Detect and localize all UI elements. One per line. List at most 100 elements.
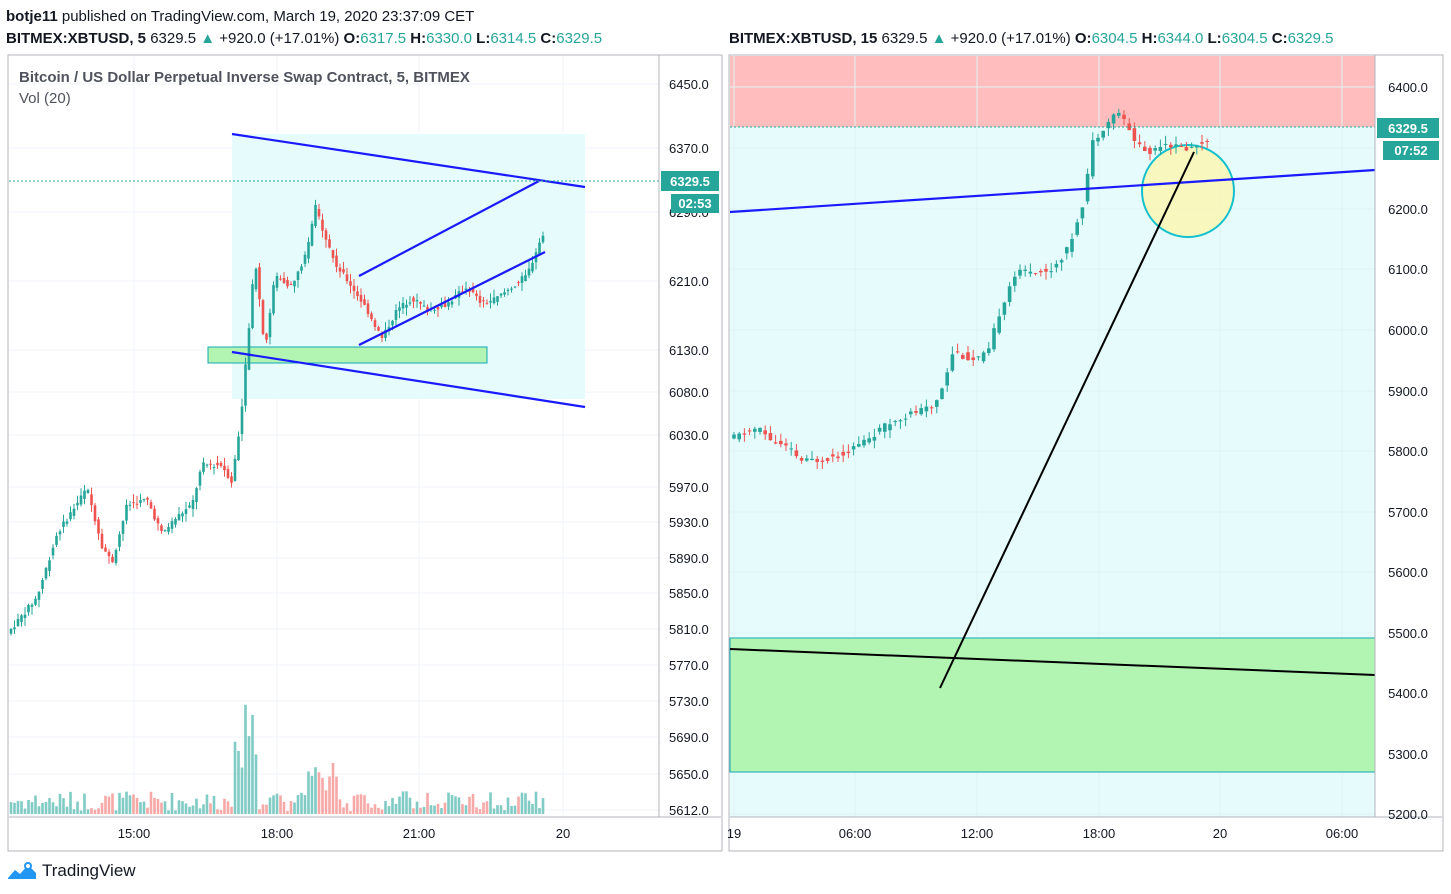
candle	[216, 462, 219, 466]
candle	[205, 464, 209, 466]
left-y-tick: 5930.0	[669, 515, 709, 530]
volume-bar	[160, 802, 163, 814]
wedge-top-line[interactable]	[358, 180, 540, 277]
candle	[37, 591, 41, 600]
volume-bar	[422, 806, 426, 814]
volume-bar	[142, 801, 146, 814]
candle	[877, 427, 882, 432]
candle	[41, 580, 44, 589]
right-last: 6329.5	[881, 30, 928, 47]
up-arrow-icon: ▲	[931, 30, 947, 47]
volume-bar	[450, 794, 454, 814]
candle	[747, 430, 752, 432]
resistance-zone	[730, 56, 1375, 127]
candle	[394, 310, 398, 320]
volume-bar	[426, 792, 429, 814]
volume-bar	[310, 775, 314, 814]
volume-bar	[72, 809, 76, 814]
volume-bar	[118, 792, 121, 814]
volume-bar	[279, 795, 282, 814]
left-x-tick: 21:00	[403, 826, 436, 841]
candle	[251, 284, 254, 329]
candle	[363, 299, 366, 305]
candle	[517, 282, 520, 284]
volume-bar	[100, 802, 104, 814]
publish-line: botje11 published on TradingView.com, Ma…	[6, 8, 474, 25]
candle	[16, 619, 20, 627]
candle	[23, 614, 27, 619]
volume-bar	[324, 790, 328, 814]
candle	[1127, 123, 1131, 131]
volume-bar	[314, 767, 317, 814]
candle	[820, 460, 825, 462]
candle	[114, 549, 118, 563]
candle	[888, 424, 892, 431]
volume-bar	[170, 792, 174, 814]
demand-trendline[interactable]	[729, 648, 1376, 676]
publish-info: published on TradingView.com, March 19, …	[61, 8, 475, 25]
left-last: 6329.5	[150, 30, 197, 47]
right-x-tick: 12:00	[961, 826, 994, 841]
candle	[836, 456, 840, 459]
candle	[1075, 222, 1079, 235]
volume-bar	[205, 794, 209, 814]
right-symbol[interactable]: BITMEX:XBTUSD, 15	[729, 30, 878, 47]
author-name[interactable]: botje11	[6, 8, 58, 25]
rally-trendline[interactable]	[939, 151, 1195, 689]
candle	[90, 494, 93, 506]
left-x-tick: 18:00	[261, 826, 294, 841]
volume-bar	[352, 795, 356, 814]
candle	[93, 505, 97, 522]
candle	[293, 280, 296, 287]
candle	[1101, 130, 1105, 138]
volume-bar	[86, 809, 90, 814]
candle	[987, 348, 991, 354]
candle	[55, 535, 58, 545]
candle	[478, 295, 482, 303]
left-chart[interactable]: Bitcoin / US Dollar Perpetual Inverse Sw…	[7, 54, 723, 854]
candle	[237, 436, 240, 461]
volume-bar	[468, 796, 471, 814]
candle	[135, 503, 139, 505]
candle	[1070, 238, 1074, 252]
candle	[401, 302, 405, 309]
right-chart[interactable]: 6400.06300.06200.06100.06000.05900.05800…	[728, 54, 1444, 854]
left-symbol[interactable]: BITMEX:XBTUSD, 5	[6, 30, 147, 47]
candle	[992, 328, 996, 350]
volume-bar	[69, 791, 72, 814]
candle	[1013, 276, 1017, 286]
breakout-circle[interactable]	[1141, 144, 1235, 238]
candle	[72, 508, 76, 516]
candle	[464, 288, 468, 291]
right-close: 6329.5	[1287, 30, 1334, 47]
candle	[247, 328, 251, 370]
volume-bar	[111, 793, 114, 814]
candle	[58, 531, 62, 535]
candle	[1137, 142, 1142, 145]
volume-bar	[268, 797, 272, 814]
candle	[872, 436, 877, 441]
candle	[79, 495, 83, 505]
volume-bar	[20, 801, 23, 814]
volume-bar	[307, 771, 310, 814]
candle	[768, 433, 773, 441]
volume-bar	[506, 797, 510, 814]
right-y-tick: 5200.0	[1388, 807, 1428, 822]
candle	[212, 467, 216, 469]
volume-bar	[135, 797, 139, 814]
wedge-bottom-line[interactable]	[358, 251, 546, 346]
tradingview-footer[interactable]: TradingView	[6, 858, 136, 884]
right-y-tick: 6200.0	[1388, 202, 1428, 217]
candle	[492, 297, 496, 304]
volume-bar	[356, 794, 359, 814]
volume-bar	[489, 792, 492, 814]
channel-bottom-line[interactable]	[231, 350, 586, 409]
channel-top-line[interactable]	[231, 132, 586, 189]
left-y-tick: 6370.0	[669, 141, 709, 156]
candle	[1096, 137, 1100, 142]
volume-bar	[258, 809, 261, 814]
volume-bar	[373, 804, 377, 814]
candle	[513, 286, 517, 288]
candle	[841, 451, 845, 456]
resistance-trendline[interactable]	[729, 168, 1376, 214]
